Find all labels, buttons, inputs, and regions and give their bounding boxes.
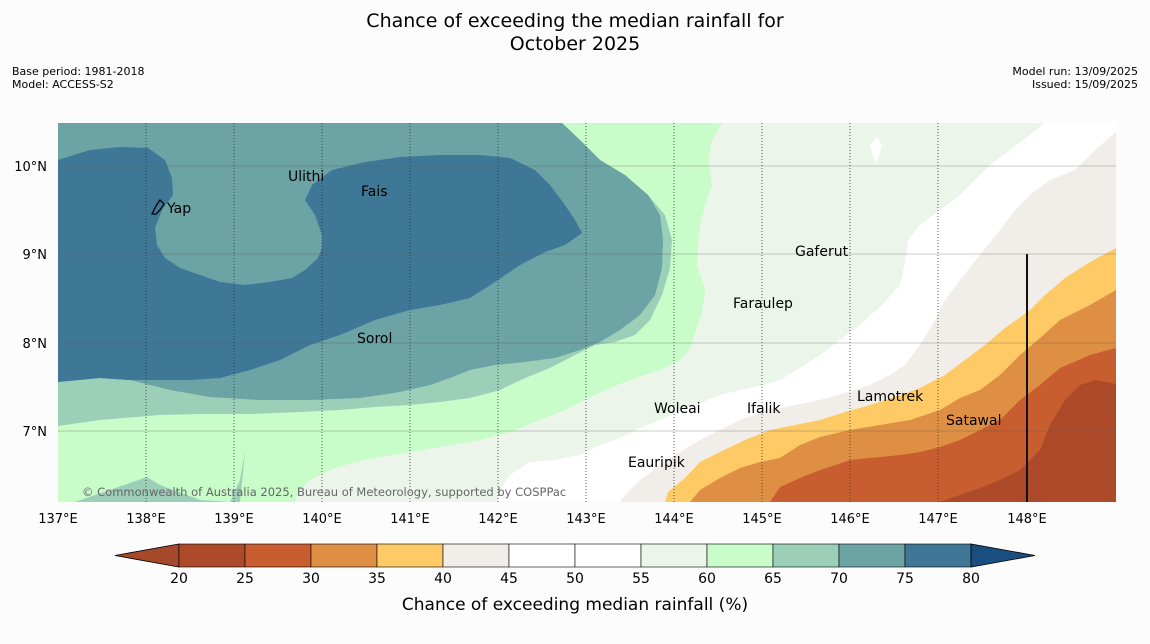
colorbar-extend-low: [114, 543, 180, 568]
lon-label: 138°E: [126, 512, 166, 527]
longitude-labels: 137°E 138°E 139°E 140°E 141°E 142°E 143°…: [38, 512, 1047, 527]
colorbar-segment: [838, 543, 906, 568]
band-60-65-patch: [147, 432, 245, 502]
place-satawal: Satawal: [946, 413, 1001, 429]
lon-label: 140°E: [302, 512, 342, 527]
meridian-gridlines: [145, 123, 939, 502]
place-eauripik: Eauripik: [628, 455, 686, 471]
colorbar-tick-label: 65: [764, 571, 782, 587]
contour-layers: [58, 123, 1116, 502]
colorbar: 20 25 30 35 40 45 50 55 60 65 70 75 80: [114, 543, 1036, 587]
colorbar-segment: [574, 543, 642, 568]
place-woleai: Woleai: [654, 401, 701, 417]
map-title: Chance of exceeding the median rainfall …: [0, 10, 1150, 56]
place-labels: Yap Ulithi Fais Sorol Gaferut Faraulep W…: [166, 169, 1001, 471]
colorbar-tick-label: 45: [500, 571, 518, 587]
model-run-text: Model run: 13/09/2025: [1012, 65, 1138, 78]
colorbar-tick-label: 35: [368, 571, 386, 587]
band-75-80: [58, 147, 582, 382]
place-gaferut: Gaferut: [795, 244, 849, 260]
lat-label: 10°N: [14, 160, 47, 175]
lon-label: 137°E: [38, 512, 78, 527]
yap-island-icon: [150, 198, 165, 215]
colorbar-tick-label: 75: [896, 571, 914, 587]
copyright-text: © Commonwealth of Australia 2025, Bureau…: [82, 485, 566, 499]
lon-label: 143°E: [566, 512, 606, 527]
colorbar-tick-label: 50: [566, 571, 584, 587]
place-sorol: Sorol: [357, 331, 392, 347]
colorbar-segment: [904, 543, 972, 568]
lat-label: 7°N: [23, 425, 48, 440]
colorbar-tick-label: 70: [830, 571, 848, 587]
colorbar-tick-label: 60: [698, 571, 716, 587]
island-white-patch: [870, 137, 882, 165]
colorbar-segment: [376, 543, 444, 568]
colorbar-tick-label: 30: [302, 571, 320, 587]
lon-label: 139°E: [214, 512, 254, 527]
colorbar-tick-label: 25: [236, 571, 254, 587]
colorbar-tick-label: 40: [434, 571, 452, 587]
colorbar-label: Chance of exceeding median rainfall (%): [402, 595, 748, 615]
place-lamotrek: Lamotrek: [857, 389, 924, 405]
colorbar-extend-high: [970, 543, 1036, 568]
colorbar-segment: [442, 543, 510, 568]
parallel-gridlines: [58, 165, 1116, 432]
lon-label: 148°E: [1007, 512, 1047, 527]
place-ulithi: Ulithi: [288, 169, 324, 185]
meta-left: Base period: 1981-2018 Model: ACCESS-S2: [12, 65, 144, 91]
lon-label: 147°E: [918, 512, 958, 527]
lon-label: 146°E: [830, 512, 870, 527]
colorbar-tick-label: 20: [170, 571, 188, 587]
latitude-labels: 10°N 9°N 8°N 7°N: [14, 160, 47, 440]
colorbar-segment: [178, 543, 246, 568]
colorbar-segment: [310, 543, 378, 568]
colorbar-segment: [706, 543, 774, 568]
colorbar-tick-label: 55: [632, 571, 650, 587]
base-period-text: Base period: 1981-2018: [12, 65, 145, 78]
title-line-2: October 2025: [509, 33, 641, 55]
lon-label: 142°E: [478, 512, 518, 527]
issued-text: Issued: 15/09/2025: [1031, 78, 1138, 91]
place-faraulep: Faraulep: [733, 296, 793, 312]
lon-label: 145°E: [742, 512, 782, 527]
lat-label: 9°N: [23, 248, 48, 263]
lon-label: 141°E: [390, 512, 430, 527]
meta-right: Model run: 13/09/2025 Issued: 15/09/2025: [1012, 65, 1138, 91]
lat-label: 8°N: [23, 337, 48, 352]
colorbar-segment: [244, 543, 312, 568]
place-yap: Yap: [166, 201, 191, 217]
title-line-1: Chance of exceeding the median rainfall …: [366, 10, 784, 32]
colorbar-tick-label: 80: [962, 571, 980, 587]
place-fais: Fais: [361, 184, 388, 200]
lon-label: 144°E: [654, 512, 694, 527]
colorbar-segment: [772, 543, 840, 568]
colorbar-segment: [508, 543, 576, 568]
colorbar-segment: [640, 543, 708, 568]
model-text: Model: ACCESS-S2: [12, 78, 114, 91]
place-ifalik: Ifalik: [747, 401, 781, 417]
